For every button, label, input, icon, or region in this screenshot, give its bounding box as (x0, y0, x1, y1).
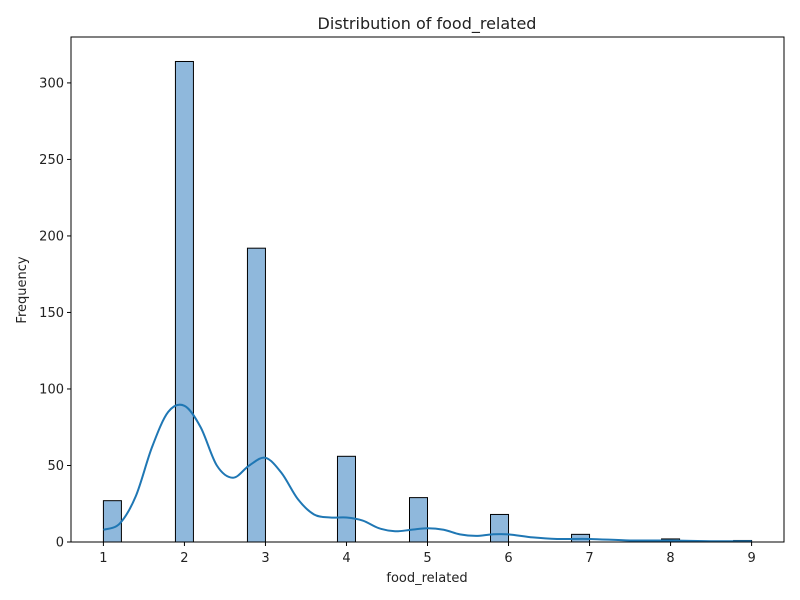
histogram-bar (336, 455, 356, 543)
chart-title: Distribution of food_related (318, 14, 537, 34)
x-tick-label: 8 (666, 551, 674, 566)
kde-line (103, 403, 752, 543)
histogram-bar (408, 497, 429, 543)
x-tick-label: 9 (747, 551, 755, 566)
histogram-bar (246, 247, 266, 543)
y-tick-label: 50 (47, 459, 64, 474)
y-tick-label: 250 (39, 153, 64, 168)
y-tick-label: 100 (39, 382, 64, 397)
x-tick-label: 2 (180, 551, 188, 566)
x-tick-label: 4 (342, 551, 350, 566)
y-tick-label: 0 (56, 536, 64, 551)
x-axis-ticks: 1 2 3 4 5 6 7 8 9 (99, 542, 756, 566)
y-axis-label: Frequency (15, 256, 30, 323)
x-axis-label: food_related (386, 571, 467, 586)
y-axis-ticks: 0 50 100 150 200 250 300 (39, 76, 71, 551)
x-tick-label: 1 (99, 551, 107, 566)
histogram-bar (174, 60, 194, 543)
histogram-bar (490, 513, 510, 543)
x-tick-label: 6 (504, 551, 512, 566)
x-tick-label: 5 (423, 551, 431, 566)
x-tick-label: 3 (261, 551, 269, 566)
bars-group (102, 60, 753, 543)
x-tick-label: 7 (585, 551, 593, 566)
histogram-bar (102, 500, 122, 543)
y-tick-label: 300 (39, 76, 64, 91)
y-tick-label: 150 (39, 306, 64, 321)
y-tick-label: 200 (39, 229, 64, 244)
